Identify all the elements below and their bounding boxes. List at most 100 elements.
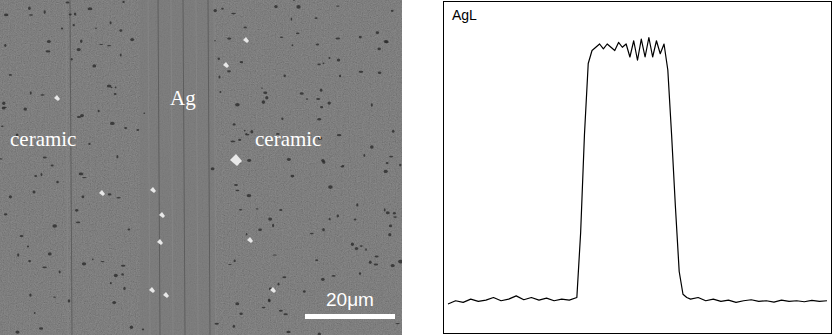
pore xyxy=(287,158,291,161)
pore xyxy=(48,252,52,255)
pore xyxy=(393,216,397,218)
pore xyxy=(29,14,33,15)
pore xyxy=(124,127,127,129)
pore xyxy=(43,157,47,159)
pore xyxy=(23,107,27,110)
pore xyxy=(391,264,395,267)
particle xyxy=(163,292,169,298)
pore xyxy=(315,17,318,19)
pore xyxy=(250,130,253,133)
pore xyxy=(369,261,372,265)
pore xyxy=(39,327,43,330)
pore xyxy=(247,194,252,197)
pore xyxy=(306,98,308,100)
pore xyxy=(356,203,358,206)
pore xyxy=(268,217,272,220)
pore xyxy=(235,302,239,305)
pore xyxy=(82,195,85,198)
pore xyxy=(388,233,391,236)
pore xyxy=(256,208,259,209)
pore xyxy=(69,13,72,15)
pore xyxy=(332,275,336,277)
pore xyxy=(318,333,321,335)
pore xyxy=(127,228,130,230)
plot-frame xyxy=(444,2,832,334)
sem-image xyxy=(0,0,402,335)
pore xyxy=(317,64,320,66)
pore xyxy=(80,114,84,117)
pore xyxy=(262,307,266,309)
pore xyxy=(56,181,59,183)
pore xyxy=(398,260,402,264)
pore xyxy=(34,175,37,177)
pore xyxy=(284,74,286,77)
pore xyxy=(336,6,340,7)
pore xyxy=(214,9,217,12)
pore xyxy=(120,54,122,57)
plot-area xyxy=(448,38,827,305)
pore xyxy=(28,7,31,10)
pore xyxy=(258,229,262,231)
pore xyxy=(247,159,251,162)
pore xyxy=(370,145,374,149)
pore xyxy=(245,134,249,136)
pore xyxy=(378,48,381,51)
pore xyxy=(123,287,125,290)
pore xyxy=(235,103,240,106)
pore xyxy=(114,93,117,95)
particle xyxy=(54,95,60,101)
pore xyxy=(136,129,139,131)
pore xyxy=(386,211,390,214)
pore xyxy=(121,273,124,275)
pore xyxy=(272,224,274,227)
pore xyxy=(68,299,71,302)
particle xyxy=(149,287,155,293)
pore xyxy=(47,40,51,43)
streak xyxy=(183,0,185,335)
pore xyxy=(99,44,103,45)
pore xyxy=(4,14,8,17)
pore xyxy=(244,27,247,29)
pore xyxy=(108,193,112,195)
pore xyxy=(279,209,282,211)
streak xyxy=(208,0,210,335)
pore xyxy=(359,36,362,39)
pore xyxy=(378,72,382,74)
pore xyxy=(376,31,379,34)
pore xyxy=(339,75,341,78)
pore xyxy=(337,59,340,62)
pore xyxy=(28,260,31,262)
pore xyxy=(33,191,36,194)
pore xyxy=(215,323,219,325)
particle xyxy=(99,190,105,196)
pore xyxy=(328,102,331,105)
pore xyxy=(283,313,287,315)
pore xyxy=(41,173,43,176)
pore xyxy=(73,24,75,26)
pore xyxy=(66,1,70,3)
image-label: Ag xyxy=(170,86,196,110)
pore xyxy=(29,294,31,297)
pore xyxy=(268,298,271,301)
pore xyxy=(218,58,220,61)
pore xyxy=(119,29,122,32)
canvas: ceramicAgceramic20μmAgL xyxy=(0,0,832,335)
pore xyxy=(114,274,118,277)
pore xyxy=(300,92,304,95)
pore xyxy=(292,44,294,46)
pore xyxy=(291,18,293,21)
pore xyxy=(328,185,333,189)
pore xyxy=(227,70,231,72)
pore xyxy=(122,1,124,3)
pore xyxy=(75,209,78,212)
pore xyxy=(219,75,221,78)
pore xyxy=(359,272,361,275)
image-grain xyxy=(0,0,402,335)
scale-bar-label: 20μm xyxy=(326,289,374,310)
pore xyxy=(9,74,12,76)
pore xyxy=(143,113,145,115)
pore xyxy=(274,5,277,8)
pore xyxy=(328,57,330,59)
image-label: ceramic xyxy=(10,127,76,151)
pore xyxy=(3,107,7,108)
